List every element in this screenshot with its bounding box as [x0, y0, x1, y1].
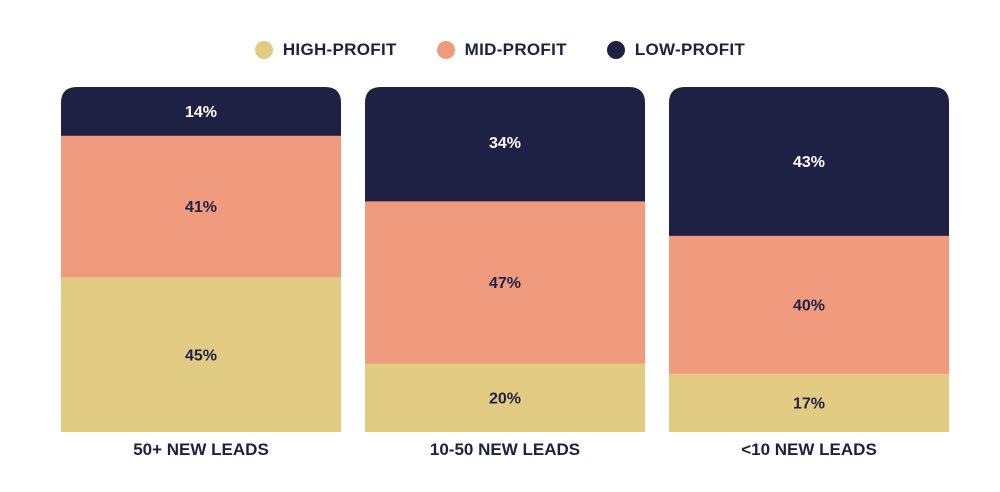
data-label-mid-profit-50-new-leads: 41%: [185, 199, 217, 216]
legend: HIGH-PROFIT MID-PROFIT LOW-PROFIT: [0, 40, 1000, 60]
segment-low-profit-10-new-leads: [669, 87, 949, 236]
data-label-low-profit-10-new-leads: 43%: [793, 154, 825, 171]
data-label-high-profit-10-new-leads: 17%: [793, 396, 825, 413]
bar-10-50-new-leads: 20% 47% 34% 10-50 NEW LEADS: [365, 87, 645, 459]
legend-item-mid-profit: MID-PROFIT: [436, 40, 567, 60]
segment-mid-profit-10-new-leads: [669, 235, 949, 374]
legend-label-low-profit: LOW-PROFIT: [634, 40, 746, 59]
data-label-high-profit-50-new-leads: 45%: [185, 347, 217, 364]
segment-low-profit-10-50-new-leads: [365, 87, 645, 202]
segment-mid-profit-50-new-leads: [61, 135, 341, 278]
legend-swatch-high-profit: [254, 41, 273, 59]
legend-label-high-profit: HIGH-PROFIT: [282, 40, 397, 59]
data-label-high-profit-10-50-new-leads: 20%: [489, 391, 521, 408]
data-label-low-profit-50-new-leads: 14%: [185, 104, 217, 121]
segment-low-profit-50-new-leads: [61, 87, 341, 136]
data-label-mid-profit-10-50-new-leads: 47%: [489, 275, 521, 292]
category-label-10-new-leads: <10 NEW LEADS: [741, 440, 877, 459]
segment-high-profit-50-new-leads: [61, 276, 341, 432]
category-label-10-50-new-leads: 10-50 NEW LEADS: [430, 440, 580, 459]
legend-label-mid-profit: MID-PROFIT: [464, 40, 567, 59]
category-label-50-new-leads: 50+ NEW LEADS: [133, 440, 269, 459]
legend-swatch-low-profit: [606, 41, 625, 59]
legend-item-low-profit: LOW-PROFIT: [606, 40, 746, 60]
legend-swatch-mid-profit: [436, 41, 455, 59]
segment-high-profit-10-new-leads: [669, 373, 949, 432]
data-label-mid-profit-10-new-leads: 40%: [793, 297, 825, 314]
segment-mid-profit-10-50-new-leads: [365, 200, 645, 364]
bar-10-new-leads: 17% 40% 43% <10 NEW LEADS: [669, 87, 949, 459]
legend-item-high-profit: HIGH-PROFIT: [254, 40, 397, 60]
data-label-low-profit-10-50-new-leads: 34%: [489, 135, 521, 152]
segment-high-profit-10-50-new-leads: [365, 363, 645, 432]
bar-50-new-leads: 45% 41% 14% 50+ NEW LEADS: [61, 87, 341, 459]
